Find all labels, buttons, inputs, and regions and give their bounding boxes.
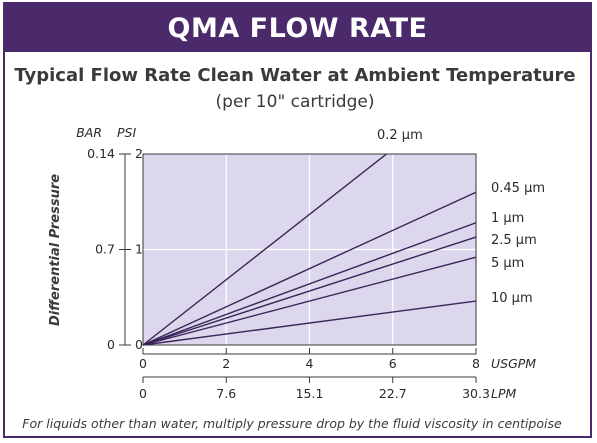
y-tick-label-psi: 1 <box>135 242 143 257</box>
x-tick-label-usgpm: 2 <box>222 356 230 371</box>
x-tick-label-lpm: 22.7 <box>379 386 407 401</box>
y-axis-label: Differential Pressure <box>48 174 63 326</box>
y-axis-unit-bar: BAR <box>76 125 102 140</box>
chart-panel: QMA FLOW RATE Typical Flow Rate Clean Wa… <box>3 2 592 438</box>
series-label: 1 µm <box>491 211 524 226</box>
footnote: For liquids other than water, multiply p… <box>22 416 562 431</box>
x-tick-label-lpm: 7.6 <box>216 386 236 401</box>
series-line <box>142 191 477 346</box>
x-tick-label-lpm: 0 <box>139 386 147 401</box>
x-tick-label-usgpm: 8 <box>472 356 480 371</box>
flow-rate-chart: Typical Flow Rate Clean Water at Ambient… <box>14 65 575 431</box>
series-label: 10 µm <box>491 291 533 306</box>
series-label: 2.5 µm <box>491 233 537 248</box>
plot-area: 0.2 µm 0.45 µm 1 µm 2.5 µm 5 µm 10 µm <box>142 128 545 346</box>
x-tick-label-lpm: 30.3 <box>462 386 490 401</box>
y-tick-label-psi: 0 <box>135 337 143 352</box>
header-title: QMA FLOW RATE <box>167 12 428 44</box>
y-tick-label-psi: 2 <box>135 146 143 161</box>
x-axis-unit-usgpm: USGPM <box>491 356 536 371</box>
y-tick-label-bar: 0 <box>107 337 115 352</box>
series-line <box>142 256 477 346</box>
axes: 0 0 1 0.7 2 0.14 BAR PSI 0 2 4 6 8 USGPM 0 7.6 15.1 22.7 3… <box>76 125 536 401</box>
series-label: 0.2 µm <box>377 128 423 143</box>
series-label: 0.45 µm <box>491 181 545 196</box>
series-line <box>142 300 477 346</box>
x-tick-label-usgpm: 6 <box>389 356 397 371</box>
series-label: 5 µm <box>491 256 524 271</box>
y-axis-unit-psi: PSI <box>117 125 136 140</box>
chart-title: Typical Flow Rate Clean Water at Ambient… <box>14 65 575 86</box>
x-axis-unit-lpm: LPM <box>491 386 517 401</box>
y-tick-label-bar: 0.14 <box>87 146 115 161</box>
x-tick-label-lpm: 15.1 <box>296 386 324 401</box>
series-line <box>142 153 387 346</box>
header-banner: QMA FLOW RATE <box>5 4 590 52</box>
x-tick-label-usgpm: 0 <box>139 356 147 371</box>
series-line <box>142 236 477 346</box>
series-line <box>142 222 477 346</box>
y-tick-label-bar: 0.7 <box>95 242 115 257</box>
plot-frame <box>142 153 477 346</box>
chart-subtitle: (per 10" cartridge) <box>216 92 375 112</box>
x-tick-label-usgpm: 4 <box>306 356 314 371</box>
